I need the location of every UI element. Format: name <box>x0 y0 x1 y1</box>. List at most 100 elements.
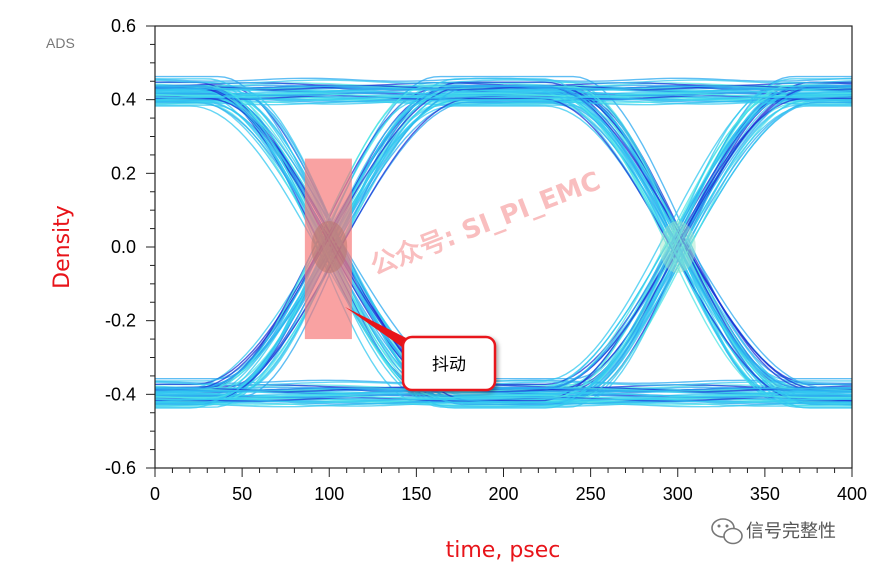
eye-trace-rise-fall <box>155 78 852 382</box>
eye-trace-fall-rise <box>155 93 852 398</box>
x-tick-label: 250 <box>576 484 606 504</box>
eye-trace-fall-rise <box>155 88 852 393</box>
eye-trace-rise-fall <box>155 87 852 392</box>
eye-rail-low <box>155 396 852 401</box>
eye-trace-fall-rise <box>155 85 852 389</box>
eye-trace-rise-fall <box>155 94 852 398</box>
eye-trace-rise-fall <box>155 85 852 390</box>
eye-rail-low <box>155 387 852 392</box>
y-axis-title: Density <box>50 205 75 289</box>
eye-rail-low <box>155 403 852 408</box>
eye-trace-rise-fall <box>155 93 852 397</box>
eye-trace-rise-fall <box>155 98 852 403</box>
eye-trace-rise-fall <box>155 96 852 400</box>
eye-trace-rise-fall <box>155 86 852 390</box>
eye-rail-high <box>155 94 852 99</box>
eye-trace-rise-fall <box>155 98 852 403</box>
eye-trace-fall-rise <box>155 102 852 407</box>
tool-label: ADS <box>46 35 75 51</box>
eye-trace-rise-fall <box>155 98 852 403</box>
eye-trace-fall-rise <box>155 89 852 393</box>
x-axis-tick-labels: 0 50 100 150 200 250 300 350 400 <box>150 484 867 504</box>
eye-rail-high <box>155 79 852 84</box>
eye-trace-fall-rise <box>155 90 852 394</box>
x-tick-label: 150 <box>401 484 431 504</box>
eye-trace-fall-rise <box>155 85 852 389</box>
eye-trace-fall-rise <box>155 98 852 403</box>
eye-trace-fall-rise <box>155 94 852 398</box>
eye-trace-fall-rise <box>155 97 852 402</box>
y-tick-label: -0.2 <box>105 311 136 331</box>
crossing-point <box>659 221 696 273</box>
eye-trace-rise-fall <box>155 89 852 393</box>
eye-trace-fall-rise <box>155 94 852 399</box>
eye-trace-rise-fall <box>155 102 852 407</box>
eye-trace-rise-fall <box>155 104 852 408</box>
eye-trace-fall-rise <box>155 86 852 390</box>
eye-trace-fall-rise <box>155 88 852 392</box>
x-tick-label: 0 <box>150 484 160 504</box>
brand-name: 信号完整性 <box>746 521 836 542</box>
eye-trace-fall-rise <box>155 94 852 398</box>
eye-rail-high <box>155 85 852 90</box>
brand-footer: 信号完整性 <box>711 518 836 545</box>
y-tick-label: -0.6 <box>105 458 136 478</box>
eye-trace-fall-rise <box>155 105 852 409</box>
eye-trace-rise-fall <box>155 88 852 393</box>
eye-trace-fall-rise <box>155 93 852 397</box>
eye-trace-fall-rise <box>155 85 852 390</box>
eye-trace-fall-rise <box>155 87 852 392</box>
eye-trace-fall-rise <box>155 84 852 389</box>
x-axis-title: time, psec <box>446 538 561 563</box>
eye-trace-rise-fall <box>155 84 852 389</box>
y-tick-label: 0.2 <box>111 163 136 183</box>
eye-trace-rise-fall <box>155 90 852 394</box>
x-tick-label: 300 <box>663 484 693 504</box>
x-tick-label: 350 <box>750 484 780 504</box>
callout-label: 抖动 <box>432 355 466 375</box>
x-tick-label: 100 <box>314 484 344 504</box>
x-tick-label: 50 <box>232 484 252 504</box>
eye-trace-rise-fall <box>155 85 852 390</box>
y-tick-label: -0.4 <box>105 384 136 404</box>
eye-trace-fall-rise <box>155 92 852 396</box>
eye-trace-fall-rise <box>155 84 852 389</box>
eye-trace-rise-fall <box>155 101 852 406</box>
eye-traces <box>155 75 852 409</box>
eye-trace-fall-rise <box>155 85 852 390</box>
y-axis-tick-labels: 0.6 0.4 0.2 0.0 -0.2 -0.4 -0.6 <box>105 16 136 478</box>
eye-trace-fall-rise <box>155 101 852 406</box>
eye-trace-rise-fall <box>155 86 852 391</box>
y-tick-label: 0.6 <box>111 16 136 36</box>
eye-trace-rise-fall <box>155 94 852 398</box>
callout-box <box>401 335 497 392</box>
eye-trace-fall-rise <box>155 98 852 403</box>
jitter-callout: 抖动 <box>345 307 497 392</box>
eye-trace-rise-fall <box>155 93 852 398</box>
eye-trace-fall-rise <box>155 98 852 403</box>
eye-trace-rise-fall <box>155 85 852 390</box>
eye-trace-rise-fall <box>155 85 852 389</box>
callout-pointer <box>345 307 420 354</box>
eye-trace-rise-fall <box>155 97 852 402</box>
eye-trace-rise-fall <box>155 88 852 392</box>
eye-trace-rise-fall <box>155 85 852 389</box>
eye-trace-rise-fall <box>155 105 852 409</box>
axis-ticks <box>146 25 853 477</box>
wechat-icon <box>711 518 743 545</box>
watermark: 公众号: SI_PI_EMC <box>367 166 605 281</box>
x-tick-label: 200 <box>488 484 518 504</box>
eye-trace-rise-fall <box>155 92 852 396</box>
eye-trace-rise-fall <box>155 84 852 389</box>
jitter-region <box>304 158 352 340</box>
eye-trace-fall-rise <box>155 86 852 391</box>
eye-rail-low <box>155 398 852 403</box>
eye-trace-rise-fall <box>155 94 852 399</box>
eye-trace-fall-rise <box>155 85 852 390</box>
y-tick-label: 0.4 <box>111 90 136 110</box>
y-tick-label: 0.0 <box>111 237 136 257</box>
eye-trace-fall-rise <box>155 96 852 400</box>
x-tick-label: 400 <box>837 484 867 504</box>
eye-trace-fall-rise <box>155 104 852 408</box>
